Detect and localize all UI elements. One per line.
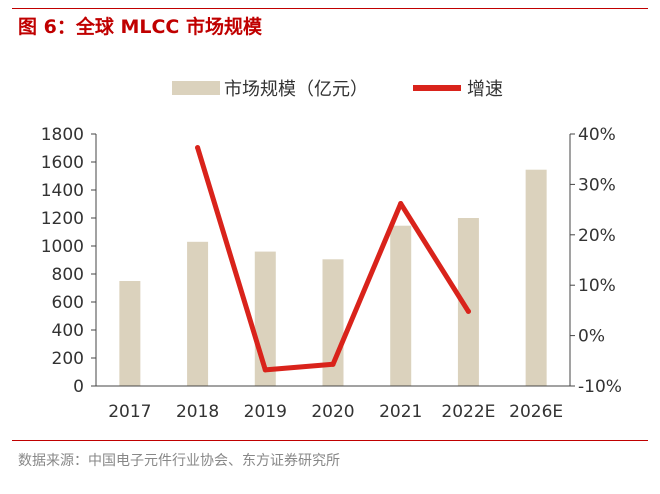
growth-point-2021 — [398, 201, 404, 207]
title-rule — [12, 8, 648, 9]
right-tick-label: 20% — [578, 226, 616, 246]
chart-title: 图 6：全球 MLCC 市场规模 — [18, 16, 262, 38]
line-series — [195, 145, 471, 373]
left-tick-label: 200 — [52, 349, 84, 369]
x-tick-label: 2019 — [244, 402, 287, 422]
growth-point-2022E — [465, 308, 471, 314]
left-tick-label: 1000 — [41, 237, 84, 257]
growth-point-2020 — [330, 361, 336, 367]
left-tick-label: 1400 — [41, 181, 84, 201]
x-tick-label: 2026E — [509, 402, 563, 422]
bar-2018 — [187, 241, 209, 386]
x-tick-label: 2018 — [176, 402, 219, 422]
left-tick-label: 0 — [73, 377, 84, 397]
left-tick-label: 400 — [52, 321, 84, 341]
left-tick-label: 600 — [52, 293, 84, 313]
right-tick-label: -10% — [578, 377, 622, 397]
right-tick-label: 10% — [578, 276, 616, 296]
growth-point-2019 — [262, 367, 268, 373]
growth-point-2018 — [195, 145, 201, 151]
left-tick-label: 1800 — [41, 125, 84, 145]
bar-series — [119, 169, 547, 386]
legend-bar-label: 市场规模（亿元） — [224, 79, 368, 100]
left-tick-label: 1600 — [41, 153, 84, 173]
left-axis: 0 200 400 600 800 1000 1200 1400 1600 1800 — [41, 125, 96, 397]
bar-2021 — [390, 225, 412, 386]
right-tick-label: 40% — [578, 125, 616, 145]
bar-2017 — [119, 281, 141, 386]
x-tick-label: 2021 — [379, 402, 422, 422]
legend-line-label: 增速 — [467, 79, 503, 100]
footer-rule — [12, 440, 648, 441]
x-axis: 2017 2018 2019 2020 2021 2022E 2026E — [108, 402, 563, 422]
left-tick-label: 800 — [52, 265, 84, 285]
chart: 市场规模（亿元） 增速 0 200 400 600 800 1000 1200 1400 160… — [41, 79, 622, 422]
source-note: 数据来源：中国电子元件行业协会、东方证券研究所 — [18, 453, 340, 469]
right-tick-label: 30% — [578, 175, 616, 195]
legend: 市场规模（亿元） 增速 — [172, 79, 503, 100]
x-tick-label: 2020 — [311, 402, 354, 422]
bar-2026E — [525, 169, 547, 386]
legend-bar-swatch — [172, 81, 220, 95]
right-tick-label: 0% — [578, 327, 605, 347]
left-tick-label: 1200 — [41, 209, 84, 229]
x-tick-label: 2017 — [108, 402, 151, 422]
right-axis: -10% 0% 10% 20% 30% 40% — [570, 125, 622, 397]
bar-2022E — [457, 218, 479, 386]
x-tick-label: 2022E — [441, 402, 495, 422]
